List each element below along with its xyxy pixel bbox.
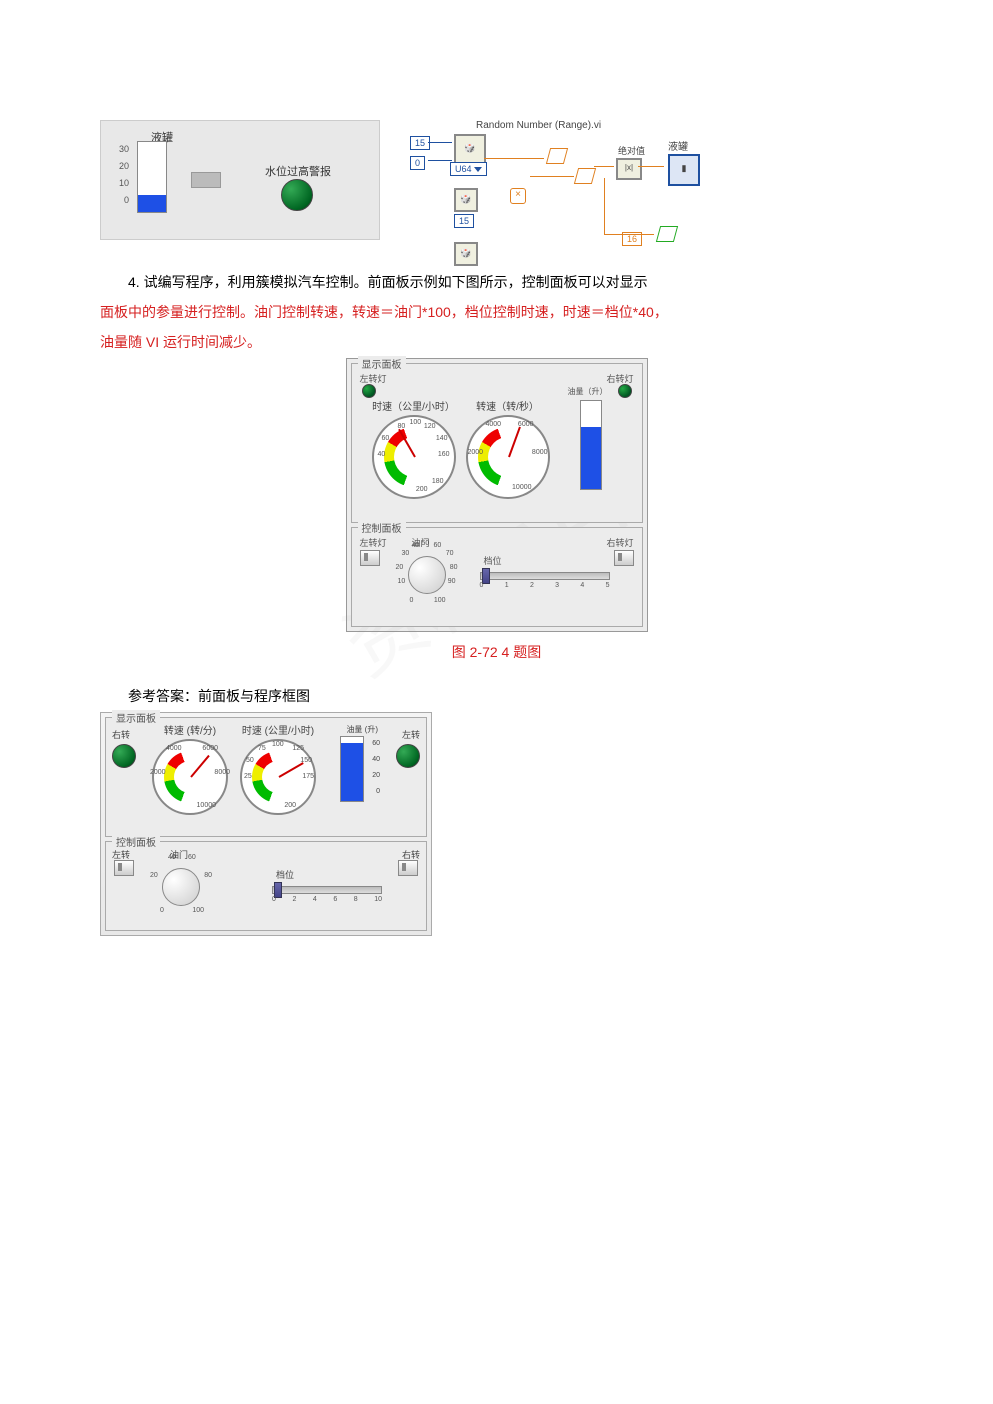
ans-oil-tank xyxy=(340,736,364,802)
type-u64: U64 xyxy=(450,162,487,176)
dice2-icon: 🎲 xyxy=(454,188,478,212)
control-title: 控制面板 xyxy=(358,520,406,535)
tank-tick-labels: 30 20 10 0 xyxy=(119,141,129,209)
abs-icon: |x| xyxy=(616,158,642,180)
const-15a: 15 xyxy=(410,136,430,150)
right-light-led xyxy=(618,384,632,398)
speed-gauge: 80 100 120 60 140 40 160 180 200 xyxy=(372,415,456,499)
tank-out-label: 液罐 xyxy=(668,138,688,153)
wire xyxy=(604,178,605,234)
answer-label: 参考答案：前面板与程序框图 xyxy=(100,682,893,710)
ans-rpm-gauge: 4000 6000 2000 8000 10000 xyxy=(152,739,228,815)
tank-indicator xyxy=(137,141,171,213)
display-panel-section: 显示面板 左转灯 右转灯 油量（升） 时速（公里/小时） 80 100 120 … xyxy=(351,363,643,523)
oil-tank xyxy=(580,400,602,490)
ans-speed-label: 时速 (公里/小时) xyxy=(238,722,318,737)
wire xyxy=(428,142,452,143)
rpm-gauge: 4000 6000 2000 8000 10000 xyxy=(466,415,550,499)
problem-para1: 4. 试编写程序，利用簇模拟汽车控制。前面板示例如下图所示，控制面板可以对显示 xyxy=(100,268,893,296)
ans-gear-slider[interactable]: 0 2 4 6 8 10 xyxy=(272,880,382,900)
ans-oil-fill xyxy=(341,743,363,801)
problem-text3: 油量随 VI 运行时间减少。 xyxy=(100,334,261,350)
tank-front-panel: 液罐 30 20 10 0 水位过高警报 xyxy=(100,120,380,240)
control-panel-section: 控制面板 左转灯 右转灯 油门 40 50 60 30 70 20 80 10 … xyxy=(351,527,643,627)
left-light-label: 左转灯 xyxy=(360,372,387,385)
tank-terminal-icon: ▮ xyxy=(668,154,700,186)
problem-num: 4. xyxy=(128,274,140,290)
ans-right-turn-label: 右转 xyxy=(112,728,130,741)
multiply-icon: × xyxy=(510,188,526,204)
ans-control-section: 控制面板 左转 右转 油门 40 60 20 80 0 100 档位 0 2 4 xyxy=(105,841,427,931)
answer-front-panel: 显示面板 右转 转速 (转/分) 4000 6000 2000 8000 100… xyxy=(100,712,432,936)
const-0: 0 xyxy=(410,156,425,170)
right-light-label: 右转灯 xyxy=(606,372,633,385)
ans-rpm-label: 转速 (转/分) xyxy=(150,722,230,737)
throttle-knob[interactable]: 40 50 60 30 70 20 80 10 90 0 100 xyxy=(396,542,456,602)
problem-text1: 试编写程序，利用簇模拟汽车控制。前面板示例如下图所示，控制面板可以对显示 xyxy=(144,274,648,290)
fig-caption: 图 2-72 4 题图 xyxy=(100,642,893,662)
bd-title: Random Number (Range).vi xyxy=(476,120,601,131)
abs-label: 绝对值 xyxy=(618,144,645,157)
dice3-icon: 🎲 xyxy=(454,242,478,266)
wire xyxy=(638,166,664,167)
compare-triangle xyxy=(656,226,678,242)
const-15b: 15 xyxy=(454,214,474,228)
block-diagram: Random Number (Range).vi 15 0 🎲 U64 🎲 15… xyxy=(400,120,720,260)
ans-throttle-knob[interactable]: 40 60 20 80 0 100 xyxy=(150,854,210,914)
display-title: 显示面板 xyxy=(358,356,406,371)
wire xyxy=(428,160,452,161)
ans-right-led xyxy=(112,744,136,768)
oil-fill xyxy=(581,427,601,489)
right-light-ctl-label: 右转灯 xyxy=(606,536,633,549)
ans-display-section: 显示面板 右转 转速 (转/分) 4000 6000 2000 8000 100… xyxy=(105,717,427,837)
problem-para2: 面板中的参量进行控制。油门控制转速，转速＝油门*100，档位控制时速，时速＝档位… xyxy=(100,298,893,326)
example-front-panel: 显示面板 左转灯 右转灯 油量（升） 时速（公里/小时） 80 100 120 … xyxy=(346,358,648,632)
ans-oil-label: 油量 (升) xyxy=(346,724,378,735)
ans-left-led xyxy=(396,744,420,768)
sub-triangle xyxy=(574,168,596,184)
slider-small xyxy=(191,171,221,188)
oil-label: 油量（升） xyxy=(568,386,608,397)
gear-slider[interactable]: 0 1 2 3 4 5 xyxy=(480,566,610,586)
ans-left-turn-label: 左转 xyxy=(402,728,420,741)
rpm-label: 转速（转/秒） xyxy=(464,398,552,413)
speed-label: 时速（公里/小时） xyxy=(370,398,458,413)
add-triangle xyxy=(546,148,568,164)
ans-left-switch[interactable] xyxy=(114,860,134,876)
left-light-ctl-label: 左转灯 xyxy=(360,536,387,549)
ans-right-switch[interactable] xyxy=(398,860,418,876)
ans-speed-gauge: 75 100 125 50 150 25 175 200 xyxy=(240,739,316,815)
dropdown-arrow-icon xyxy=(474,167,482,172)
alarm-led xyxy=(281,179,313,211)
right-light-switch[interactable] xyxy=(614,550,634,566)
wire xyxy=(484,158,544,159)
left-light-led xyxy=(362,384,376,398)
speed-gauge-wrap: 时速（公里/小时） 80 100 120 60 140 40 160 180 2… xyxy=(370,398,458,501)
ans-oil-ticks: 60 40 20 0 xyxy=(372,736,380,800)
top-figures-row: 液罐 30 20 10 0 水位过高警报 Random Number (Rang… xyxy=(100,120,893,260)
wire xyxy=(604,234,654,235)
wire xyxy=(530,176,574,177)
ans-rpm-wrap: 转速 (转/分) 4000 6000 2000 8000 10000 xyxy=(150,722,230,817)
rpm-gauge-wrap: 转速（转/秒） 4000 6000 2000 8000 10000 xyxy=(464,398,552,501)
wire xyxy=(594,166,614,167)
problem-para3: 油量随 VI 运行时间减少。 xyxy=(100,328,893,356)
alarm-label: 水位过高警报 xyxy=(265,163,331,179)
left-light-switch[interactable] xyxy=(360,550,380,566)
ans-speed-wrap: 时速 (公里/小时) 75 100 125 50 150 25 175 200 xyxy=(238,722,318,817)
ans-control-title: 控制面板 xyxy=(112,834,160,849)
problem-text2: 面板中的参量进行控制。油门控制转速，转速＝油门*100，档位控制时速，时速＝档位… xyxy=(100,304,668,320)
